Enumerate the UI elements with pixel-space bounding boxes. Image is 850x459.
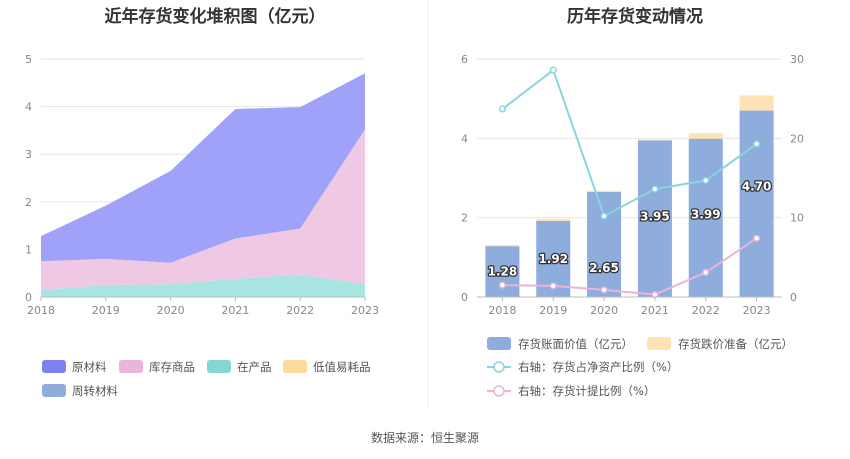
bar-data-label: 4.70 xyxy=(742,180,772,194)
left-chart-areas xyxy=(41,73,365,297)
right-x-tick-label: 2022 xyxy=(692,304,720,317)
left-x-tick-label: 2021 xyxy=(221,304,249,317)
right-chart-axes: 0 2 4 6 0 10 20 30 2018 2019 2020 2021 2022 2023 xyxy=(461,53,804,317)
right-y-left-tick-label: 6 xyxy=(461,53,468,66)
bar-book-value xyxy=(739,110,774,297)
left-x-tick-label: 2022 xyxy=(286,304,314,317)
right-x-tick-label: 2018 xyxy=(488,304,516,317)
bar-impairment-provision xyxy=(485,245,520,247)
point-inventory-to-net-assets xyxy=(549,66,557,74)
right-x-tick-label: 2023 xyxy=(743,304,771,317)
left-x-tick-label: 2023 xyxy=(351,304,379,317)
right-y-right-tick-label: 10 xyxy=(790,212,804,225)
right-x-tick-label: 2019 xyxy=(539,304,567,317)
legend-label-在产品: 在产品 xyxy=(237,360,272,374)
right-chart-lines xyxy=(498,66,761,299)
bar-impairment-provision xyxy=(637,139,672,141)
legend-label-book-value: 存货账面价值（亿元） xyxy=(518,337,633,351)
right-chart-grid xyxy=(477,58,782,219)
point-inventory-to-net-assets xyxy=(498,105,506,113)
right-chart-title: 历年存货变动情况 xyxy=(567,6,703,27)
point-inventory-to-net-assets xyxy=(753,140,761,148)
legend-swatch-在产品 xyxy=(207,360,231,373)
legend-swatch-原材料 xyxy=(42,360,66,373)
right-x-tick-label: 2021 xyxy=(641,304,669,317)
right-chart-legend: 存货账面价值（亿元） 存货跌价准备（亿元）右轴：存货占净资产比例（%） 右轴：存货计… xyxy=(487,337,793,398)
right-chart-bars xyxy=(485,95,774,297)
right-chart-data-labels: 1.28 1.92 2.65 3.95 3.99 4.70 xyxy=(486,178,772,280)
point-inventory-to-net-assets xyxy=(651,185,659,193)
area-series-原材料 xyxy=(41,73,365,263)
area-series-在产品 xyxy=(41,274,365,297)
legend-label-低值易耗品: 低值易耗品 xyxy=(313,360,371,374)
right-y-left-tick-label: 0 xyxy=(461,291,468,304)
point-provision-ratio xyxy=(702,268,710,276)
right-y-left-tick-label: 4 xyxy=(461,132,468,145)
legend-swatch-库存商品 xyxy=(119,360,143,373)
left-y-tick-label: 3 xyxy=(25,148,32,161)
left-x-tick-label: 2018 xyxy=(27,304,55,317)
left-x-tick-label: 2019 xyxy=(92,304,120,317)
bar-data-label: 1.28 xyxy=(488,265,518,279)
source-note: 数据来源：恒生聚源 xyxy=(371,430,479,445)
left-x-tick-label: 2020 xyxy=(157,304,185,317)
bar-impairment-provision xyxy=(739,95,774,111)
right-x-tick-label: 2020 xyxy=(590,304,618,317)
left-y-tick-label: 1 xyxy=(25,243,32,256)
legend-label-原材料: 原材料 xyxy=(72,360,107,374)
right-y-right-tick-label: 30 xyxy=(790,53,804,66)
legend-swatch-周转材料 xyxy=(42,384,66,397)
legend-marker-provision-ratio xyxy=(493,385,505,397)
bar-book-value xyxy=(637,140,672,297)
legend-swatch-低值易耗品 xyxy=(283,360,307,373)
left-y-tick-label: 2 xyxy=(25,196,32,209)
point-provision-ratio xyxy=(498,281,506,289)
point-provision-ratio xyxy=(549,282,557,290)
bar-data-label: 3.99 xyxy=(691,208,721,222)
legend-label-net-assets: 右轴：存货占净资产比例（%） xyxy=(518,360,678,374)
legend-swatch-provision xyxy=(647,337,671,350)
point-provision-ratio xyxy=(753,234,761,242)
right-y-left-tick-label: 2 xyxy=(461,212,468,225)
bar-data-label: 3.95 xyxy=(640,209,670,223)
left-y-tick-label: 4 xyxy=(25,101,32,114)
area-series-库存商品 xyxy=(41,129,365,290)
left-chart-title: 近年存货变化堆积图（亿元） xyxy=(105,6,326,27)
legend-label-周转材料: 周转材料 xyxy=(72,384,118,398)
line-provision-ratio xyxy=(502,237,758,296)
left-y-tick-label: 5 xyxy=(25,53,32,66)
right-y-right-tick-label: 20 xyxy=(790,132,804,145)
point-inventory-to-net-assets xyxy=(702,176,710,184)
right-y-right-tick-label: 0 xyxy=(790,291,797,304)
legend-label-库存商品: 库存商品 xyxy=(149,360,195,374)
legend-label-provision: 存货跌价准备（亿元） xyxy=(678,337,793,351)
bar-impairment-provision xyxy=(536,218,571,221)
legend-marker-net-assets xyxy=(493,361,505,373)
legend-swatch-book-value xyxy=(487,337,511,350)
point-inventory-to-net-assets xyxy=(600,212,608,220)
bar-impairment-provision xyxy=(688,133,723,139)
legend-label-provision-ratio: 右轴：存货计提比例（%） xyxy=(518,384,655,398)
bar-impairment-provision xyxy=(587,190,622,192)
bar-book-value xyxy=(587,191,622,297)
line-inventory-to-net-assets xyxy=(501,68,758,218)
bar-data-label: 2.65 xyxy=(589,261,619,275)
bar-data-label: 1.92 xyxy=(538,252,568,266)
point-provision-ratio xyxy=(600,286,608,294)
left-chart-axes: 0 1 2 3 4 5 2018 2019 2020 2021 2022 2023 xyxy=(25,53,379,317)
left-y-tick-label: 0 xyxy=(25,291,32,304)
